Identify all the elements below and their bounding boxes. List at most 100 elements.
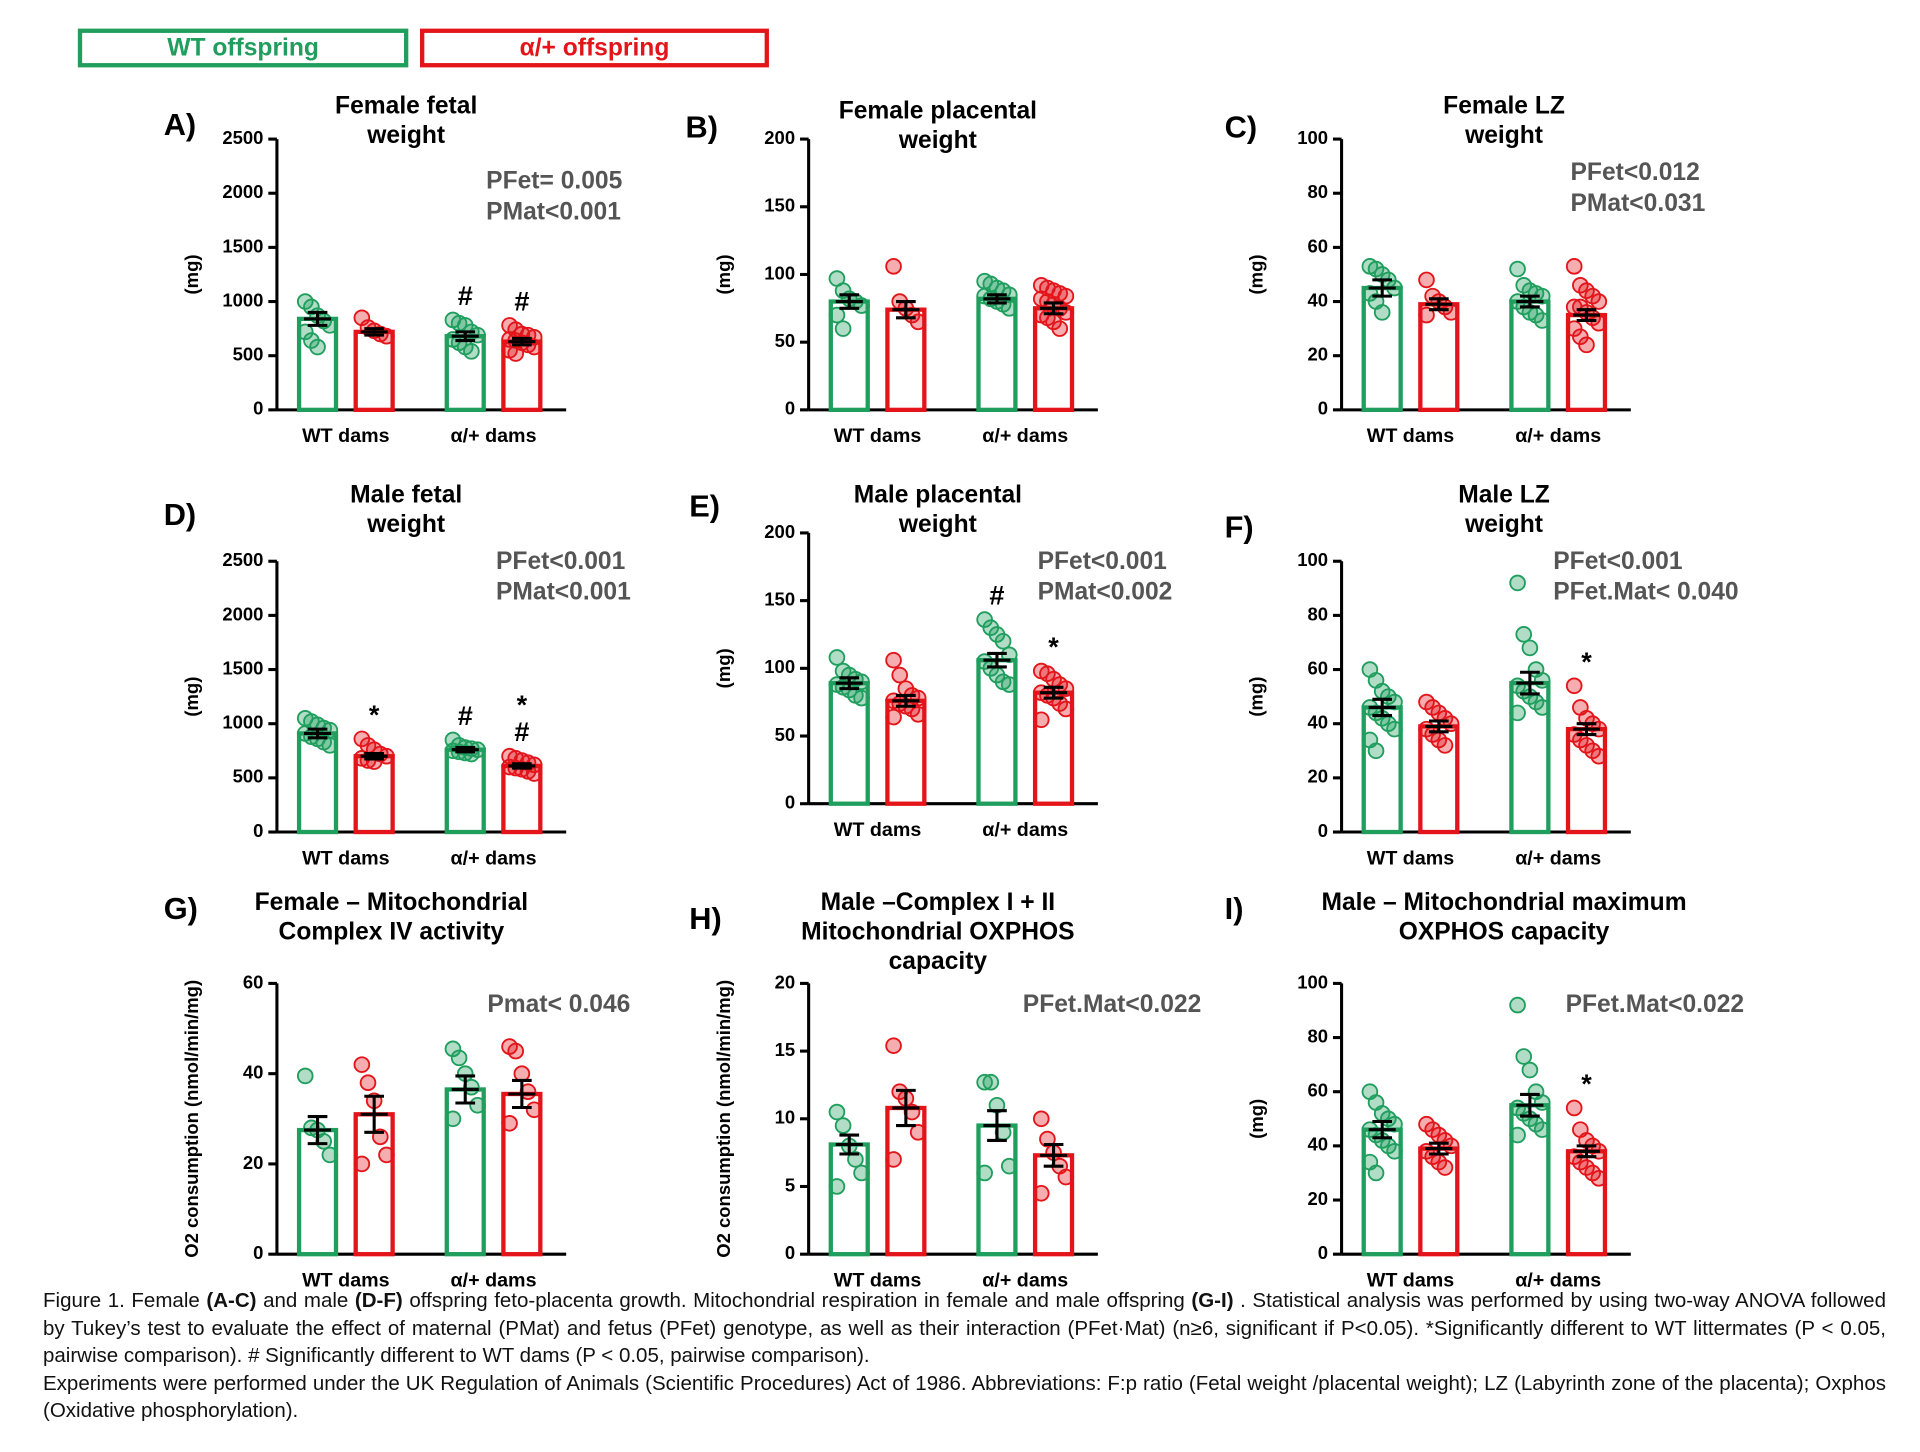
error-bar xyxy=(360,327,388,337)
stat-annotation: PFet.Mat<0.022 xyxy=(1023,991,1202,1018)
data-point xyxy=(1509,574,1526,592)
data-point xyxy=(1565,1099,1583,1117)
y-tick-label: 100 xyxy=(1297,549,1328,570)
data-point xyxy=(1000,1157,1018,1175)
chart-title: Female LZ xyxy=(1443,93,1565,120)
data-point xyxy=(507,1042,525,1060)
x-tick-label: WT dams xyxy=(302,1269,390,1291)
y-tick-label: 40 xyxy=(243,1062,264,1083)
panel-label: H) xyxy=(689,901,721,936)
y-axis-label: (mg) xyxy=(1246,677,1267,717)
error-bar xyxy=(451,1074,479,1105)
error-bar xyxy=(360,1094,388,1134)
significance-mark: # xyxy=(458,700,473,731)
caption: Figure 1. Female (A-C) and male (D-F) of… xyxy=(43,1287,1886,1425)
data-point xyxy=(853,689,870,707)
data-point xyxy=(1051,320,1069,337)
y-tick-label: 500 xyxy=(233,766,264,787)
data-point xyxy=(909,706,927,723)
data-point xyxy=(321,1146,339,1164)
data-point xyxy=(1386,1142,1403,1160)
legend-box xyxy=(77,28,409,68)
error-bar xyxy=(835,1133,863,1156)
stat-annotation: PFet= 0.005 xyxy=(486,168,622,195)
y-tick-label: 20 xyxy=(1308,1188,1329,1209)
stat-annotation: PFet<0.001 xyxy=(496,548,625,575)
data-point xyxy=(1000,300,1018,317)
y-tick-label: 150 xyxy=(764,195,795,216)
data-point xyxy=(507,345,525,362)
stat-annotation: PMat<0.001 xyxy=(486,198,621,225)
caption-text: offspring feto-placenta growth. Mitochon… xyxy=(402,1289,1192,1312)
data-point xyxy=(1533,312,1551,329)
y-tick-label: 80 xyxy=(1308,181,1329,202)
y-tick-label: 1500 xyxy=(222,235,263,256)
data-point xyxy=(353,1155,371,1173)
chart-title: Complex IV activity xyxy=(279,918,505,945)
data-point xyxy=(1521,1061,1539,1079)
data-point xyxy=(1590,314,1608,332)
data-point xyxy=(469,1096,486,1114)
caption-text: and male xyxy=(256,1289,355,1312)
data-point xyxy=(303,298,320,316)
data-point xyxy=(513,1065,531,1082)
chart-title: weight xyxy=(1464,122,1543,149)
stat-annotation: PFet<0.001 xyxy=(1553,548,1682,575)
data-point xyxy=(1367,1164,1385,1182)
y-axis-label: (mg) xyxy=(1246,1099,1267,1139)
legend-label: α/+ offspring xyxy=(520,35,670,62)
data-point xyxy=(1436,1159,1454,1176)
data-point xyxy=(834,320,852,337)
error-bar xyxy=(1425,1141,1453,1156)
legend-box xyxy=(420,28,769,68)
chart-title: weight xyxy=(898,127,977,154)
data-point xyxy=(353,1056,371,1073)
panel-label: F) xyxy=(1225,509,1254,544)
y-tick-label: 2500 xyxy=(222,549,263,570)
y-axis-label: (mg) xyxy=(181,677,202,717)
caption-text: . Statistical analysis was performed by … xyxy=(43,1289,1886,1367)
caption-text: Experiments were performed under the UK … xyxy=(43,1371,1886,1423)
chart-title: Male fetal xyxy=(350,482,462,509)
panel-label: D) xyxy=(164,497,196,532)
error-bar xyxy=(1040,685,1068,700)
data-point xyxy=(1509,996,1526,1014)
chart-title: weight xyxy=(898,511,977,538)
data-point xyxy=(976,1164,993,1182)
data-point xyxy=(853,1164,870,1182)
y-tick-label: 20 xyxy=(1308,344,1329,365)
error-bar xyxy=(892,1088,920,1128)
y-tick-label: 10 xyxy=(775,1107,796,1128)
error-bar xyxy=(1425,719,1453,734)
stat-annotation: PMat<0.031 xyxy=(1571,190,1706,217)
data-point xyxy=(1032,711,1050,729)
y-tick-label: 2000 xyxy=(222,181,263,202)
bar xyxy=(976,1123,1018,1257)
data-point xyxy=(1521,639,1539,657)
panel-label: I) xyxy=(1225,891,1244,926)
error-bar xyxy=(1368,278,1396,298)
error-bar xyxy=(1040,301,1068,316)
y-tick-label: 1000 xyxy=(222,289,263,310)
error-bar xyxy=(1040,1142,1068,1168)
x-tick-label: α/+ dams xyxy=(451,847,537,869)
data-point xyxy=(501,1115,518,1132)
data-point xyxy=(1418,271,1435,289)
y-tick-label: 0 xyxy=(1318,398,1328,419)
data-point xyxy=(296,1067,314,1085)
significance-mark: # xyxy=(514,716,529,747)
y-tick-label: 80 xyxy=(1308,1025,1329,1046)
y-tick-label: 5 xyxy=(785,1174,795,1195)
data-point xyxy=(885,708,902,726)
error-bar xyxy=(451,746,479,754)
data-point xyxy=(1057,1168,1075,1186)
y-tick-label: 0 xyxy=(253,820,263,841)
chart-title: Male – Mitochondrial maximum xyxy=(1321,889,1686,916)
y-tick-label: 20 xyxy=(1308,766,1329,787)
data-point xyxy=(834,1117,852,1134)
data-point xyxy=(1590,1170,1608,1187)
error-bar xyxy=(508,762,536,770)
data-point xyxy=(309,338,326,356)
